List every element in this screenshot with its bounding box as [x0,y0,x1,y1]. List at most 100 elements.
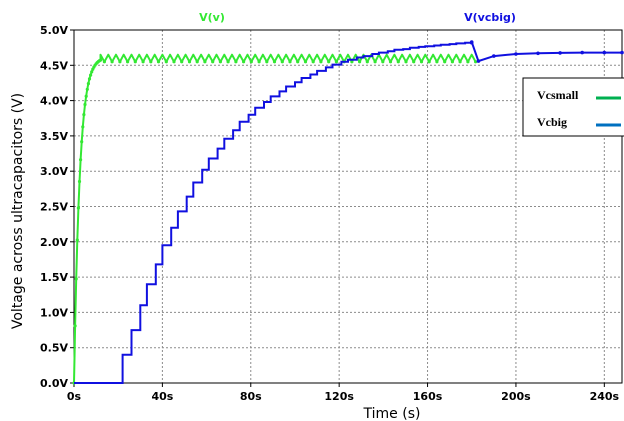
legend-label-vcsmall: Vcsmall [537,88,579,102]
vcsmall-point [180,60,184,64]
trace-title-vcbig: V(vcbig) [464,11,516,24]
vcsmall-point [396,60,400,64]
vcbig-point [580,50,584,55]
vcsmall-point [203,60,207,64]
y-tick-label: 0.0V [40,377,68,390]
grid [74,30,622,383]
vcsmall-point [149,60,153,64]
series-vcsmall-line [73,53,477,384]
vcsmall-point [76,206,80,210]
vcbig-point [492,54,496,58]
vcsmall-point [195,60,199,64]
vcsmall-point [187,60,192,64]
vcsmall-point [365,60,369,64]
y-tick-label: 1.0V [40,306,68,319]
x-tick-label: 40s [151,390,173,403]
vcsmall-point [303,60,308,64]
x-tick-label: 200s [501,390,531,403]
vcsmall-point [80,140,84,144]
y-tick-label: 1.5V [40,271,68,284]
x-axis-title: Time (s) [363,406,421,421]
vcsmall-point [412,60,416,64]
x-tick-label: 120s [324,390,354,403]
vcsmall-point [350,60,354,64]
vcbig-point [602,50,607,55]
vcsmall-point [319,60,323,64]
vcsmall-point [133,60,137,64]
vcsmall-point [211,60,215,64]
vcbig-point [620,50,624,55]
vcsmall-point [90,70,94,74]
series [72,40,624,385]
vcsmall-point [466,60,470,64]
vcsmall-point [126,60,130,64]
vcsmall-point [388,60,393,64]
vcsmall-point [334,60,338,64]
vcbig-point [469,40,474,44]
vcsmall-point [85,87,89,91]
vcsmall-point [118,60,122,64]
vcsmall-point [311,60,315,64]
vcsmall-point [272,60,277,64]
vcbig-point [558,51,562,55]
y-axis-title: Voltage across ultracapacitors (V) [10,93,26,329]
vcsmall-point [75,238,79,242]
vcsmall-point [404,60,408,64]
series-vcbig-line [74,41,622,384]
y-tick-label: 4.0V [40,95,68,108]
vcsmall-point [73,324,77,328]
vcsmall-point [373,60,377,64]
trace-title-vv: V(v) [199,11,225,24]
vcsmall-point [249,60,253,64]
x-tick-label: 0s [67,390,82,403]
vcsmall-point [427,60,431,64]
y-tick-label: 5.0V [40,24,68,37]
vcsmall-point [280,60,284,64]
vcsmall-point [257,60,261,64]
vcsmall-point [84,94,88,98]
legend: Vcsmall Vcbig [522,77,624,137]
vcsmall-point [474,60,478,64]
vcsmall-point [218,60,222,64]
vcsmall-point [458,60,462,64]
vcsmall-point [296,60,300,64]
vcbig-point [476,59,481,63]
vcsmall-point [234,60,238,64]
vcsmall-point [327,60,331,64]
y-tick-label: 3.5V [40,130,68,143]
vcsmall-point [172,60,176,64]
vcsmall-point [79,158,83,162]
vcsmall-point [156,60,161,64]
vcsmall-point [226,60,230,64]
y-tick-label: 3.0V [40,165,68,178]
axis-ticks: 0s 40s 80s 120s 160s 200s 240s 0.0V 0.5V 1.0V 1.5V… [40,24,620,403]
vcsmall-point [443,60,447,64]
y-tick-label: 4.5V [40,59,68,72]
vcsmall-point [242,60,246,64]
vcsmall-point [89,73,93,77]
x-tick-label: 80s [240,390,262,403]
vcbig-point [514,52,518,56]
y-tick-label: 2.0V [40,236,68,249]
legend-label-vcbig: Vcbig [537,115,567,129]
vcsmall-point [87,77,92,81]
vcsmall-point [98,58,103,62]
vcsmall-point [110,60,114,64]
vcsmall-point [81,125,85,129]
vcsmall-point [288,60,292,64]
x-tick-label: 240s [590,390,620,403]
vcsmall-point [435,60,439,64]
y-tick-label: 0.5V [40,342,68,355]
vcsmall-point [381,60,385,64]
x-tick-label: 160s [413,390,443,403]
vcsmall-point [74,277,78,281]
vcsmall-point [102,60,106,64]
vcsmall-point [265,60,269,64]
vcbig-point [536,51,540,56]
vcsmall-point [141,60,145,64]
vcsmall-point [358,60,362,64]
vcsmall-point [83,102,87,107]
vcsmall-point [86,82,90,86]
y-tick-label: 2.5V [40,201,68,214]
